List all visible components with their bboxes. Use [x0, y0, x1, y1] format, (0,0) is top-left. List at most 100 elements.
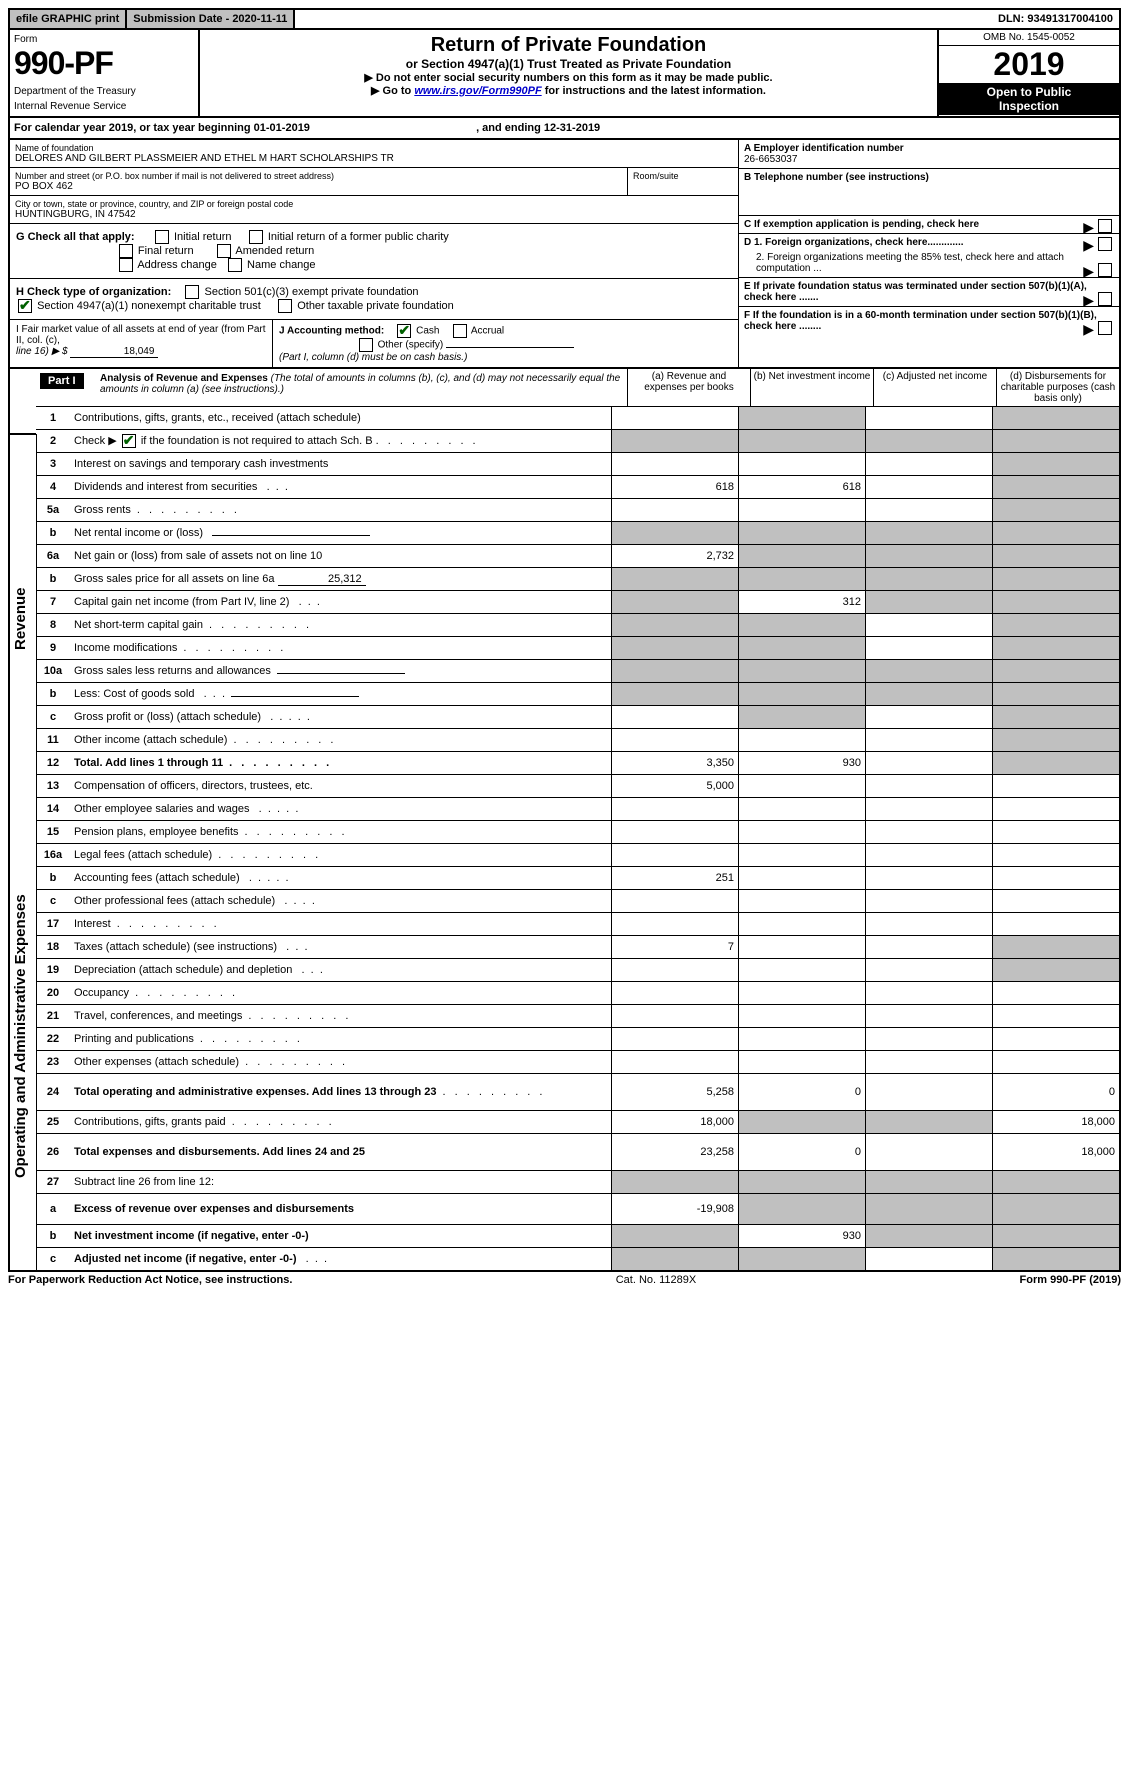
cell-16ca — [611, 890, 738, 912]
cell-21d — [992, 1005, 1119, 1027]
line-3: 3 Interest on savings and temporary cash… — [36, 453, 1119, 476]
g-amended: Amended return — [235, 245, 314, 257]
arrow-icon: ▶ — [1083, 219, 1094, 236]
city-label: City or town, state or province, country… — [15, 199, 733, 209]
cell-21b — [738, 1005, 865, 1027]
j-other: Other (specify) — [378, 340, 444, 351]
cell-8a — [611, 614, 738, 636]
checkbox-4947a1[interactable] — [18, 299, 32, 313]
cell-27a — [611, 1171, 738, 1193]
analysis-desc-cell: Part I Analysis of Revenue and Expenses … — [36, 369, 627, 406]
line-desc: Taxes (attach schedule) (see instruction… — [70, 939, 611, 955]
cell-11a — [611, 729, 738, 751]
efile-print-button[interactable]: efile GRAPHIC print — [10, 10, 127, 28]
line-num: b — [36, 1225, 70, 1247]
checkbox-other-taxable[interactable] — [278, 299, 292, 313]
gross-sales-input: 25,312 — [278, 573, 366, 586]
cell-15d — [992, 821, 1119, 843]
cell-3c — [865, 453, 992, 475]
cell-10ad — [992, 660, 1119, 682]
line-desc: Excess of revenue over expenses and disb… — [70, 1201, 611, 1217]
line-15: 15 Pension plans, employee benefits — [36, 821, 1119, 844]
checkbox-initial-former[interactable] — [249, 230, 263, 244]
f-label: F If the foundation is in a 60-month ter… — [744, 310, 1097, 332]
cell-16ac — [865, 844, 992, 866]
cell-18d — [992, 936, 1119, 958]
cell-5ad — [992, 499, 1119, 521]
line-7: 7 Capital gain net income (from Part IV,… — [36, 591, 1119, 614]
cell-16cd — [992, 890, 1119, 912]
line-desc: Subtract line 26 from line 12: — [70, 1174, 611, 1190]
checkbox-other-method[interactable] — [359, 338, 373, 352]
line-6b: b Gross sales price for all assets on li… — [36, 568, 1119, 591]
cell-16cb — [738, 890, 865, 912]
cell-23d — [992, 1051, 1119, 1073]
name-row: Name of foundation DELORES AND GILBERT P… — [10, 140, 738, 168]
dept-treasury: Department of the Treasury — [14, 86, 194, 97]
line-19: 19 Depreciation (attach schedule) and de… — [36, 959, 1119, 982]
line-18: 18 Taxes (attach schedule) (see instruct… — [36, 936, 1119, 959]
cell-5ab — [738, 499, 865, 521]
cell-16ab — [738, 844, 865, 866]
checkbox-exemption-pending[interactable] — [1098, 219, 1112, 233]
cell-26d: 18,000 — [992, 1134, 1119, 1170]
h-label: H Check type of organization: — [16, 286, 171, 298]
cell-1a — [611, 407, 738, 429]
city-row: City or town, state or province, country… — [10, 196, 738, 224]
net-rental-input[interactable] — [212, 535, 370, 536]
cell-15a — [611, 821, 738, 843]
checkbox-accrual[interactable] — [453, 324, 467, 338]
other-specify[interactable] — [446, 347, 574, 348]
cell-8d — [992, 614, 1119, 636]
line-12: 12 Total. Add lines 1 through 11 3,350 9… — [36, 752, 1119, 775]
checkbox-501c3[interactable] — [185, 285, 199, 299]
city-value: HUNTINGBURG, IN 47542 — [15, 209, 733, 220]
line-desc: Other professional fees (attach schedule… — [70, 893, 611, 909]
checkbox-name-change[interactable] — [228, 258, 242, 272]
checkbox-60month[interactable] — [1098, 321, 1112, 335]
gross-sales-less-input[interactable] — [277, 673, 405, 674]
line-num: c — [36, 890, 70, 912]
checkbox-initial-return[interactable] — [155, 230, 169, 244]
line-num: 7 — [36, 591, 70, 613]
cell-12d — [992, 752, 1119, 774]
h-501: Section 501(c)(3) exempt private foundat… — [205, 286, 419, 298]
cell-20c — [865, 982, 992, 1004]
cell-17b — [738, 913, 865, 935]
line-num: 1 — [36, 407, 70, 429]
form-subtitle: or Section 4947(a)(1) Trust Treated as P… — [204, 57, 933, 71]
cell-13c — [865, 775, 992, 797]
checkbox-sch-b[interactable] — [122, 434, 136, 448]
header-left: Form 990-PF Department of the Treasury I… — [10, 30, 200, 116]
line-num: 19 — [36, 959, 70, 981]
cell-5bc — [865, 522, 992, 544]
col-c-header: (c) Adjusted net income — [873, 369, 996, 406]
irs-link[interactable]: www.irs.gov/Form990PF — [414, 85, 541, 97]
line-24: 24 Total operating and administrative ex… — [36, 1074, 1119, 1111]
checkbox-final-return[interactable] — [119, 244, 133, 258]
cell-12a: 3,350 — [611, 752, 738, 774]
checkbox-cash[interactable] — [397, 324, 411, 338]
line-num: 15 — [36, 821, 70, 843]
cell-10ba — [611, 683, 738, 705]
cell-5ba — [611, 522, 738, 544]
checkbox-foreign-org[interactable] — [1098, 237, 1112, 251]
cell-6ab — [738, 545, 865, 567]
line-27c: c Adjusted net income (if negative, ente… — [36, 1248, 1119, 1270]
line-20: 20 Occupancy — [36, 982, 1119, 1005]
cell-27bd — [992, 1225, 1119, 1247]
line-desc: Pension plans, employee benefits — [70, 824, 611, 840]
checkbox-address-change[interactable] — [119, 258, 133, 272]
cell-21a — [611, 1005, 738, 1027]
cal-mid: , and ending — [476, 122, 544, 134]
checkbox-amended-return[interactable] — [217, 244, 231, 258]
section-j: J Accounting method: Cash Accrual Other … — [272, 320, 738, 367]
cogs-input[interactable] — [231, 696, 359, 697]
checkbox-85pct[interactable] — [1098, 263, 1112, 277]
cal-begin: 01-01-2019 — [254, 122, 310, 134]
cell-5bd — [992, 522, 1119, 544]
line-25: 25 Contributions, gifts, grants paid 18,… — [36, 1111, 1119, 1134]
checkbox-terminated[interactable] — [1098, 292, 1112, 306]
revenue-label: Revenue — [10, 434, 37, 803]
cell-24d: 0 — [992, 1074, 1119, 1110]
